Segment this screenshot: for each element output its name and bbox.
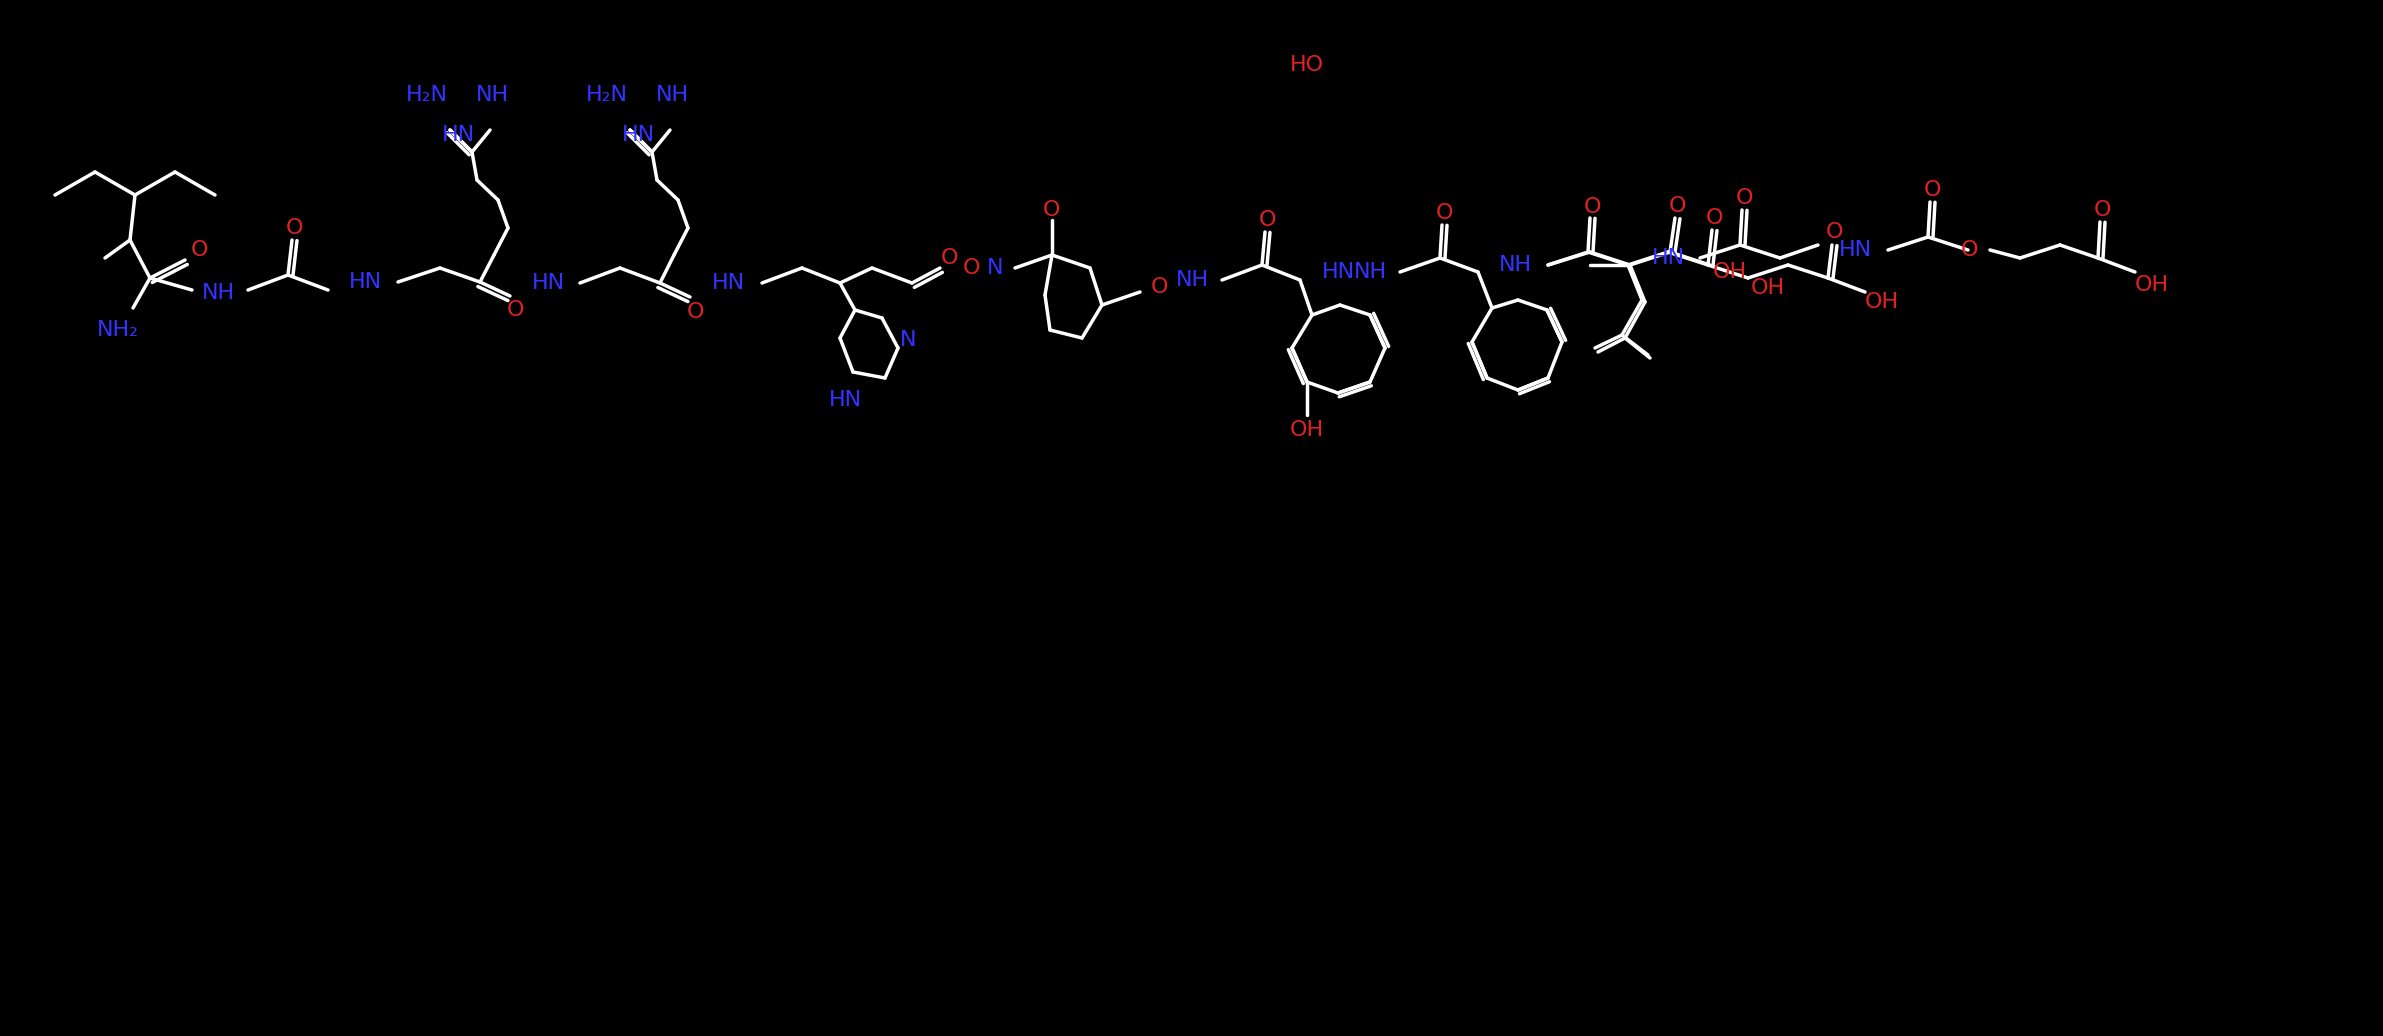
Text: HN: HN — [829, 390, 863, 410]
Text: HN: HN — [531, 274, 565, 293]
Text: NH: NH — [477, 85, 508, 105]
Text: NH: NH — [203, 283, 234, 303]
Text: HN: HN — [1323, 262, 1354, 282]
Text: HN: HN — [441, 125, 474, 145]
Text: HN: HN — [622, 125, 655, 145]
Text: O: O — [1258, 210, 1277, 230]
Text: OH: OH — [1866, 292, 1899, 312]
Text: O: O — [286, 218, 303, 238]
Text: N: N — [987, 258, 1003, 278]
Text: HN: HN — [348, 272, 381, 292]
Text: NH: NH — [1175, 270, 1208, 290]
Text: NH: NH — [1499, 255, 1532, 275]
Text: O: O — [1706, 208, 1723, 228]
Text: H₂N: H₂N — [586, 85, 629, 105]
Text: HN: HN — [1651, 248, 1685, 268]
Text: OH: OH — [1289, 420, 1325, 440]
Text: O: O — [941, 248, 958, 268]
Text: OH: OH — [1752, 278, 1785, 298]
Text: O: O — [1737, 188, 1754, 208]
Text: OH: OH — [2135, 275, 2169, 295]
Text: O: O — [191, 240, 210, 260]
Text: O: O — [1044, 200, 1060, 220]
Text: NH: NH — [1354, 262, 1387, 282]
Text: H₂N: H₂N — [405, 85, 448, 105]
Text: O: O — [1437, 203, 1454, 223]
Text: NH: NH — [655, 85, 689, 105]
Text: HN: HN — [1837, 240, 1871, 260]
Text: N: N — [901, 330, 915, 350]
Text: NH₂: NH₂ — [98, 320, 138, 340]
Text: O: O — [508, 300, 524, 320]
Text: OH: OH — [1713, 262, 1747, 282]
Text: O: O — [1668, 196, 1687, 215]
Text: O: O — [1585, 197, 1601, 217]
Text: O: O — [1151, 277, 1168, 297]
Text: O: O — [686, 303, 705, 322]
Text: O: O — [963, 258, 982, 278]
Text: HN: HN — [713, 274, 743, 293]
Text: O: O — [1923, 180, 1942, 200]
Text: HO: HO — [1289, 55, 1325, 75]
Text: O: O — [1825, 222, 1844, 242]
Text: O: O — [1961, 240, 1978, 260]
Text: O: O — [2095, 200, 2111, 220]
